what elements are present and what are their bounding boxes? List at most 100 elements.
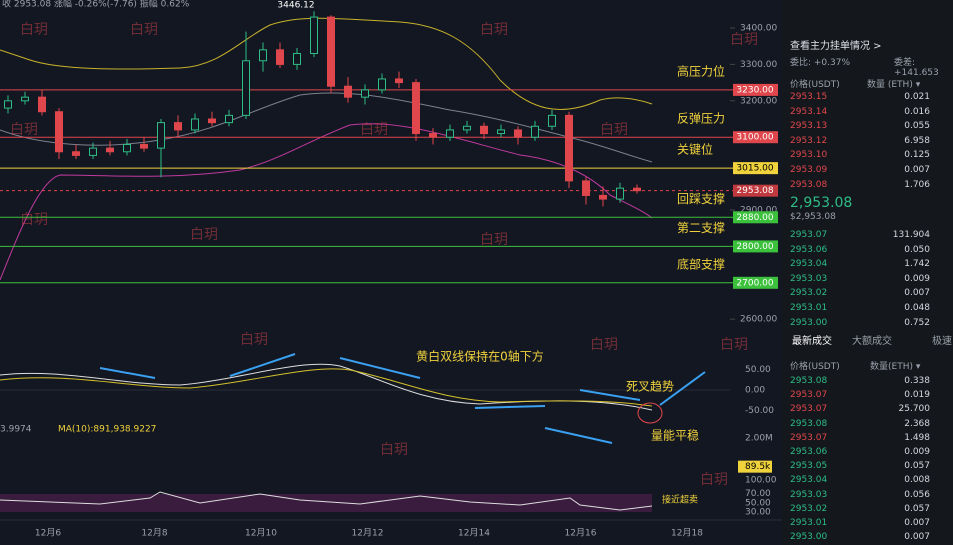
book-row: 2953.13 0.055 [790, 119, 950, 133]
watermark: 白玥 [240, 332, 268, 348]
cell: 2953.06 [790, 244, 828, 255]
cell: 2953.02 [790, 503, 828, 514]
candle-body [259, 49, 267, 62]
book-row: 2953.01 0.007 [790, 516, 950, 530]
mid-usd: $2,953.08 [790, 212, 836, 222]
arrow [229, 353, 296, 377]
level-name: 关键位 [677, 142, 713, 157]
ma-text: MA(10):891,938.9227 [58, 425, 156, 435]
tab[interactable]: 大额成交 [852, 336, 892, 347]
tab[interactable]: 最新成交 [792, 336, 832, 347]
candle-body [633, 187, 641, 192]
cell: 2953.08 [790, 179, 828, 190]
candle-body [616, 187, 624, 200]
book-row: 2953.07 1.498 [790, 431, 950, 445]
x-tick-label: 12月16 [565, 528, 597, 539]
cell: 2.368 [904, 418, 930, 429]
level-label: 2880.00 [736, 213, 773, 223]
cell: 0.007 [904, 288, 930, 299]
cell: 2953.03 [790, 489, 828, 500]
watermark: 白玥 [10, 122, 38, 138]
rsi-tick: 100.00 [745, 476, 777, 486]
watermark: 白玥 [380, 442, 408, 458]
candle-body [497, 129, 505, 135]
book-row: 2953.14 0.016 [790, 105, 950, 119]
book-row: 2953.06 0.009 [790, 445, 950, 459]
tab[interactable]: 极速 [932, 336, 952, 347]
cell: 2953.12 [790, 135, 828, 146]
level-label: 2800.00 [736, 242, 773, 252]
watermark: 白玥 [730, 32, 758, 48]
cell: 0.021 [904, 92, 930, 102]
candle-body [55, 111, 63, 153]
rsi-tick: 70.00 [745, 489, 771, 499]
cell: 2953.01 [790, 303, 828, 313]
watermark: 白玥 [20, 212, 48, 228]
x-tick-label: 12月12 [352, 528, 384, 539]
level-label: 3100.00 [736, 133, 773, 143]
candle-body [531, 125, 539, 138]
candle-body [429, 133, 437, 138]
y-tick-label: 2900.00 [740, 206, 777, 216]
book-row: 2953.08 0.338 [790, 374, 950, 388]
level-name: 底部支撑 [677, 256, 725, 271]
book-row: 2953.10 0.125 [790, 148, 950, 162]
candle-body [242, 60, 250, 116]
candle-body [293, 52, 301, 65]
book-row: 2953.07 131.904 [790, 228, 950, 242]
y-tick-label: 3300.00 [740, 60, 777, 70]
cell: 2953.00 [790, 317, 828, 328]
candle-body [446, 129, 454, 138]
book-row: 2953.00 0.752 [790, 316, 950, 330]
book-row: 2953.04 1.742 [790, 257, 950, 271]
signal-line [0, 368, 653, 407]
book-row: 2953.12 6.958 [790, 134, 950, 148]
candle-body [310, 16, 318, 54]
cell: 2953.09 [790, 165, 828, 175]
arrow [474, 405, 546, 409]
current-box [733, 184, 778, 197]
level-box [733, 240, 778, 253]
rsi-tick: 30.00 [745, 507, 771, 517]
candle-body [548, 114, 556, 127]
cell: 1.706 [904, 179, 930, 190]
note: 接近超卖 [662, 494, 698, 506]
candle-body [276, 49, 284, 65]
candle-body [72, 151, 80, 156]
cell: 2953.07 [790, 230, 828, 240]
macd-tick: -50.00 [745, 406, 774, 416]
candle-body [514, 129, 522, 138]
book-row: 2953.07 25.700 [790, 402, 950, 416]
candle-body [344, 85, 352, 98]
cell: 2953.04 [790, 475, 828, 486]
candle-body [208, 118, 216, 124]
book-row: 2953.08 2.368 [790, 417, 950, 431]
candle-body [106, 147, 114, 153]
book-title: 查看主力挂单情况 > [790, 41, 882, 52]
mid-price: 2,953.08 [790, 195, 853, 211]
level-box [733, 211, 778, 224]
x-tick-label: 12月18 [671, 528, 703, 539]
note: 死叉趋势 [626, 380, 674, 394]
book-row: 2953.09 0.007 [790, 163, 950, 177]
cell: 2953.06 [790, 447, 828, 457]
note: 黄白双线保持在0轴下方 [416, 349, 544, 364]
cell: 2953.01 [790, 518, 828, 528]
x-tick-label: 12月10 [245, 528, 277, 539]
arrow [339, 357, 421, 379]
book-row: 2953.03 0.009 [790, 272, 950, 286]
volume-last: 89.5k [745, 462, 771, 472]
cell: 2953.03 [790, 273, 828, 284]
book-row: 2953.07 0.019 [790, 388, 950, 402]
cell: 0.007 [904, 165, 930, 175]
candle-body [327, 16, 335, 87]
level-box [733, 162, 778, 175]
band-lower [0, 123, 653, 281]
candle-body [21, 96, 29, 102]
book-row: 2953.00 0.007 [790, 530, 950, 544]
book-row: 2953.01 0.048 [790, 301, 950, 315]
candle-body [378, 78, 386, 91]
book-row: 2953.02 0.057 [790, 502, 950, 516]
cell: 0.752 [904, 317, 930, 328]
cell: 2953.10 [790, 150, 828, 161]
